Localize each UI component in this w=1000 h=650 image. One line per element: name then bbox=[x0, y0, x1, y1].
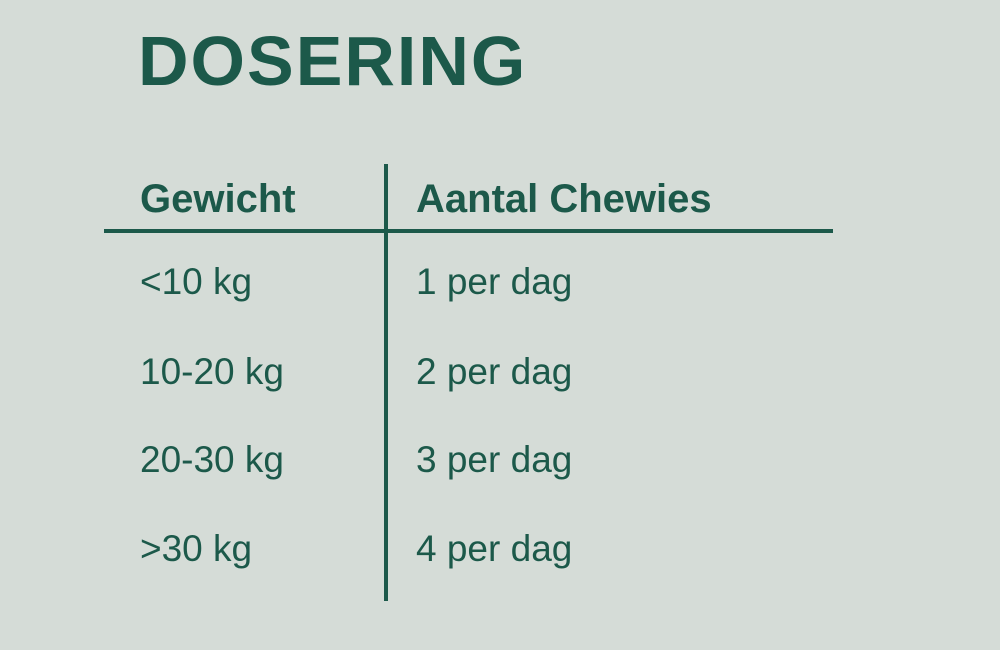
weight-cell: 10-20 kg bbox=[140, 351, 284, 392]
dose-cell: 4 per dag bbox=[416, 528, 573, 569]
column-header-aantal-chewies: Aantal Chewies bbox=[416, 177, 712, 221]
weight-cell: >30 kg bbox=[140, 528, 253, 569]
dose-cell: 1 per dag bbox=[416, 261, 573, 302]
header-underline-rule bbox=[104, 229, 833, 233]
dose-cell: 3 per dag bbox=[416, 439, 573, 480]
weight-cell: 20-30 kg bbox=[140, 439, 284, 480]
column-header-gewicht: Gewicht bbox=[140, 177, 296, 221]
page-title: DOSERING bbox=[138, 22, 528, 100]
weight-cell: <10 kg bbox=[140, 261, 253, 302]
column-divider-line bbox=[384, 164, 388, 601]
dose-cell: 2 per dag bbox=[416, 351, 573, 392]
